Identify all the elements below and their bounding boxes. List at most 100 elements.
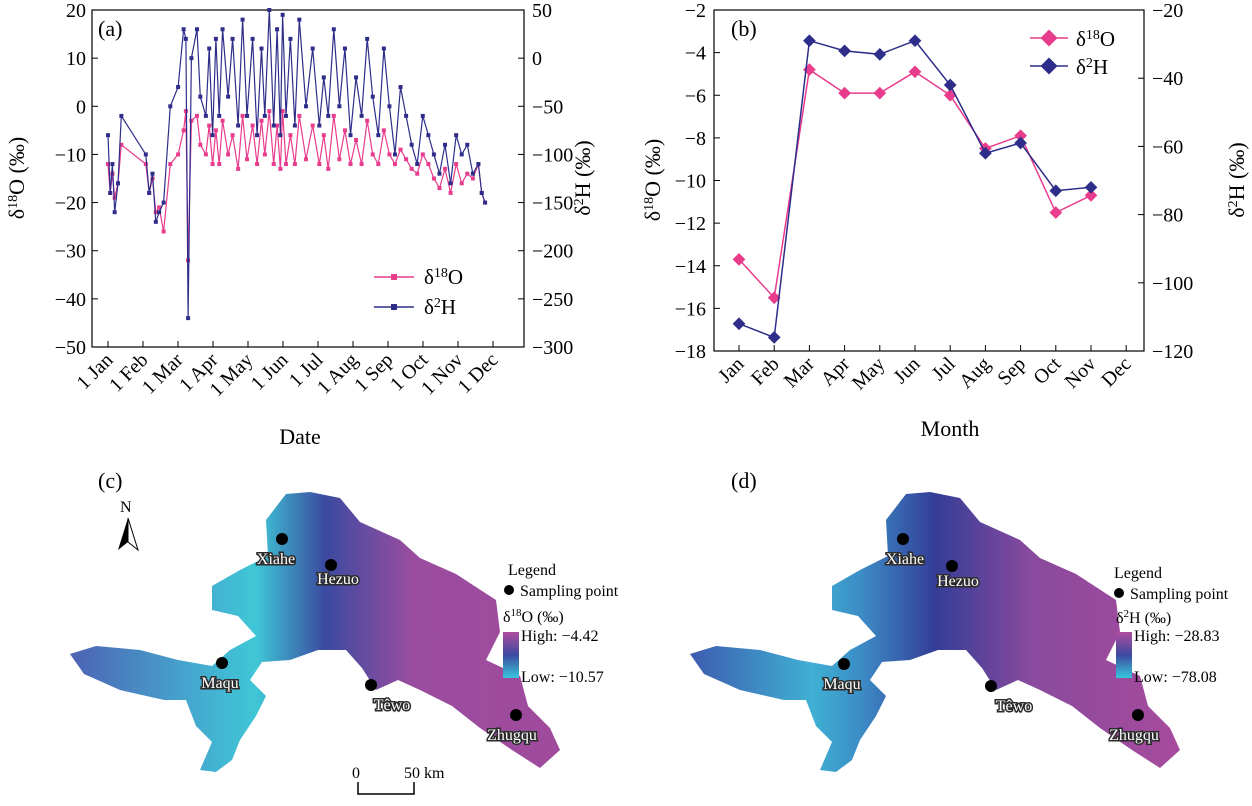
data-point-o18 — [271, 162, 276, 167]
tick-label: Jul — [928, 353, 960, 385]
tick-label: −20 — [55, 193, 86, 215]
panel-b-x-title: Month — [921, 416, 980, 441]
data-point-o18 — [331, 113, 336, 118]
tick-label: −12 — [675, 213, 706, 235]
panel-c-legend-low: Low: −10.57 — [521, 669, 604, 686]
data-point-h2 — [398, 85, 403, 90]
sampling-point-têwo — [365, 679, 377, 691]
data-point-o18 — [217, 162, 222, 167]
panel-b-series — [732, 34, 1098, 344]
data-point-h2 — [168, 104, 173, 109]
data-point-h2 — [873, 47, 887, 61]
study-area-region-c — [70, 492, 560, 772]
data-point-o18 — [873, 86, 887, 100]
data-point-h2 — [236, 123, 241, 128]
data-point-h2 — [275, 27, 280, 32]
data-point-o18 — [275, 123, 280, 128]
city-label-xiahe: Xiahe — [886, 551, 924, 568]
tick-label: Jan — [714, 353, 748, 387]
tick-label: 50 — [532, 0, 552, 22]
tick-label: −10 — [675, 171, 706, 193]
tick-label: −18 — [675, 341, 706, 363]
data-point-h2 — [183, 36, 188, 41]
city-label-hezuo: Hezuo — [937, 573, 979, 590]
data-point-o18 — [283, 162, 288, 167]
data-point-o18 — [303, 157, 308, 162]
data-point-h2 — [116, 181, 121, 186]
tick-label: −6 — [685, 85, 706, 107]
panel-d-legend-title: Legend — [1114, 565, 1162, 582]
data-point-o18 — [153, 210, 158, 215]
data-point-h2 — [409, 142, 414, 147]
data-point-o18 — [143, 162, 148, 167]
north-arrow-half-icon — [127, 517, 139, 552]
data-point-o18 — [119, 142, 124, 147]
data-point-o18 — [280, 109, 285, 114]
data-point-o18 — [370, 152, 375, 157]
panel-a-frame — [91, 9, 525, 348]
tick-label: −120 — [1152, 341, 1193, 363]
data-point-o18 — [392, 162, 397, 167]
data-point-o18 — [168, 162, 173, 167]
data-point-h2 — [1014, 136, 1027, 150]
data-point-o18 — [398, 147, 403, 152]
panel-d-color-ramp — [1116, 632, 1132, 678]
data-point-h2 — [288, 36, 293, 41]
tick-label: 1 Jun — [247, 349, 293, 395]
tick-label: Mar — [780, 353, 819, 392]
panel-b-legend: δ18O δ2H — [1030, 27, 1115, 79]
data-point-h2 — [278, 133, 283, 138]
data-point-o18 — [194, 113, 199, 118]
city-label-têwo: Têwo — [996, 698, 1032, 715]
tick-label: Aug — [955, 353, 995, 393]
tick-label: 1 Mar — [138, 349, 188, 399]
data-point-h2 — [326, 113, 331, 118]
data-point-o18 — [415, 171, 420, 176]
panel-c-legend: Legend Sampling point δ18O (‰) High: −4.… — [503, 562, 619, 686]
data-point-h2 — [280, 12, 285, 17]
data-point-h2 — [150, 171, 155, 176]
data-point-o18 — [161, 229, 166, 234]
data-point-h2 — [348, 133, 353, 138]
data-point-o18 — [210, 162, 215, 167]
city-label-têwo: Têwo — [374, 697, 410, 714]
data-point-o18 — [465, 171, 470, 176]
data-point-h2 — [292, 123, 297, 128]
city-label-hezuo: Hezuo — [317, 571, 359, 588]
data-point-h2 — [230, 36, 235, 41]
panel-c-label: (c) — [98, 468, 122, 493]
data-point-o18 — [189, 118, 194, 123]
data-point-o18 — [230, 133, 235, 138]
city-label-zhugqu: Zhugqu — [487, 727, 537, 744]
panel-a-series — [106, 8, 488, 321]
panel-d-map: (d) Xiahe Hezuo Maqu Têwo Zhugqu Legend Samp… — [690, 468, 1229, 772]
study-area-region-d — [690, 492, 1180, 772]
data-point-h2 — [210, 133, 215, 138]
data-point-o18 — [259, 118, 264, 123]
tick-label: May — [848, 353, 889, 394]
tick-label: 0 — [532, 48, 542, 70]
city-label-maqu: Maqu — [823, 676, 860, 693]
data-point-h2 — [767, 330, 781, 344]
data-point-h2 — [404, 113, 409, 118]
data-point-h2 — [370, 94, 375, 99]
data-point-o18 — [213, 128, 218, 133]
panel-a-label: (a) — [98, 16, 122, 41]
tick-label: −14 — [675, 256, 706, 278]
data-point-o18 — [236, 166, 241, 171]
sampling-point-icon — [1114, 588, 1124, 598]
data-point-o18 — [255, 162, 260, 167]
data-point-h2 — [153, 219, 158, 224]
data-point-o18 — [181, 128, 186, 133]
tick-label: −50 — [532, 96, 563, 118]
north-label: N — [120, 499, 132, 516]
data-point-h2 — [186, 316, 191, 321]
scale-bar-line — [357, 782, 415, 795]
data-point-h2 — [321, 75, 326, 80]
data-point-h2 — [255, 133, 260, 138]
data-point-h2 — [157, 210, 162, 215]
data-point-o18 — [337, 157, 342, 162]
data-point-o18 — [292, 162, 297, 167]
tick-label: Feb — [747, 353, 784, 390]
data-point-h2 — [283, 113, 288, 118]
